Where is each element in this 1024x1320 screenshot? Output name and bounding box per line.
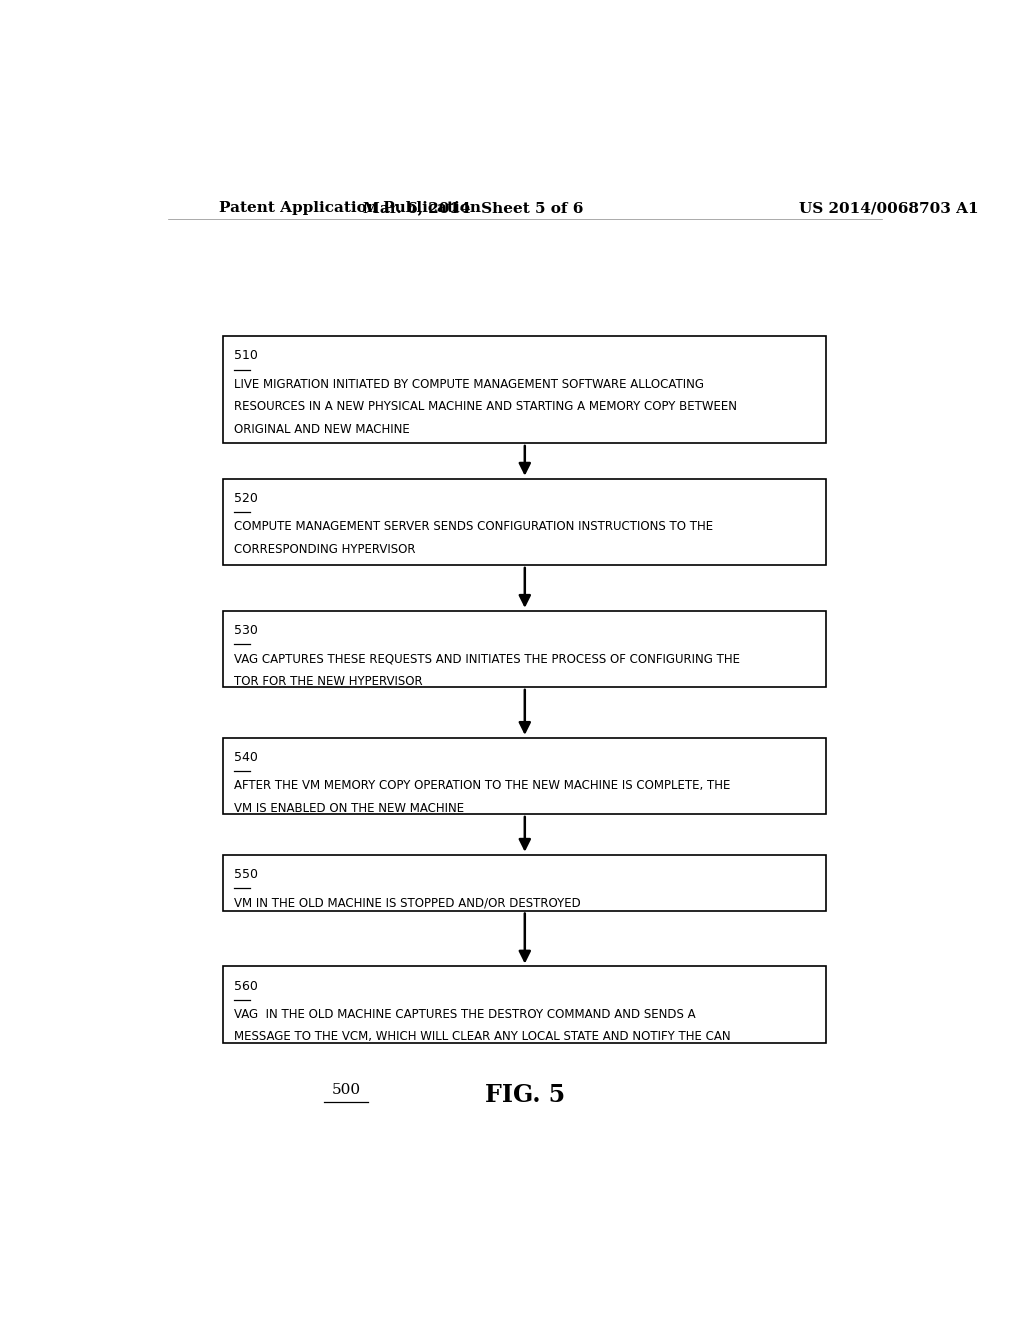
Bar bbox=[223, 854, 826, 911]
Text: 540: 540 bbox=[233, 751, 257, 764]
Text: 550: 550 bbox=[233, 867, 258, 880]
Text: TOR FOR THE NEW HYPERVISOR: TOR FOR THE NEW HYPERVISOR bbox=[233, 675, 422, 688]
Text: Mar. 6, 2014  Sheet 5 of 6: Mar. 6, 2014 Sheet 5 of 6 bbox=[364, 201, 584, 215]
Text: AFTER THE VM MEMORY COPY OPERATION TO THE NEW MACHINE IS COMPLETE, THE: AFTER THE VM MEMORY COPY OPERATION TO TH… bbox=[233, 779, 730, 792]
Bar bbox=[223, 479, 826, 565]
Text: VM IN THE OLD MACHINE IS STOPPED AND/OR DESTROYED: VM IN THE OLD MACHINE IS STOPPED AND/OR … bbox=[233, 896, 581, 909]
Text: CORRESPONDING HYPERVISOR: CORRESPONDING HYPERVISOR bbox=[233, 543, 415, 556]
Bar bbox=[223, 738, 826, 814]
Text: 530: 530 bbox=[233, 624, 257, 638]
Text: VAG  IN THE OLD MACHINE CAPTURES THE DESTROY COMMAND AND SENDS A: VAG IN THE OLD MACHINE CAPTURES THE DEST… bbox=[233, 1008, 695, 1022]
Text: COMPUTE MANAGEMENT SERVER SENDS CONFIGURATION INSTRUCTIONS TO THE: COMPUTE MANAGEMENT SERVER SENDS CONFIGUR… bbox=[233, 520, 713, 533]
Bar bbox=[223, 337, 826, 444]
Text: Patent Application Publication: Patent Application Publication bbox=[219, 201, 481, 215]
Bar bbox=[223, 611, 826, 686]
Text: VAG CAPTURES THESE REQUESTS AND INITIATES THE PROCESS OF CONFIGURING THE: VAG CAPTURES THESE REQUESTS AND INITIATE… bbox=[233, 652, 739, 665]
Text: 500: 500 bbox=[332, 1084, 360, 1097]
Text: 510: 510 bbox=[233, 350, 257, 363]
Text: VM IS ENABLED ON THE NEW MACHINE: VM IS ENABLED ON THE NEW MACHINE bbox=[233, 801, 464, 814]
Text: LIVE MIGRATION INITIATED BY COMPUTE MANAGEMENT SOFTWARE ALLOCATING: LIVE MIGRATION INITIATED BY COMPUTE MANA… bbox=[233, 378, 703, 391]
Text: 520: 520 bbox=[233, 492, 257, 504]
Bar bbox=[223, 966, 826, 1043]
Text: MESSAGE TO THE VCM, WHICH WILL CLEAR ANY LOCAL STATE AND NOTIFY THE CAN: MESSAGE TO THE VCM, WHICH WILL CLEAR ANY… bbox=[233, 1031, 730, 1044]
Text: 560: 560 bbox=[233, 979, 257, 993]
Text: RESOURCES IN A NEW PHYSICAL MACHINE AND STARTING A MEMORY COPY BETWEEN: RESOURCES IN A NEW PHYSICAL MACHINE AND … bbox=[233, 400, 736, 413]
Text: FIG. 5: FIG. 5 bbox=[484, 1084, 565, 1107]
Text: US 2014/0068703 A1: US 2014/0068703 A1 bbox=[799, 201, 978, 215]
Text: ORIGINAL AND NEW MACHINE: ORIGINAL AND NEW MACHINE bbox=[233, 422, 410, 436]
